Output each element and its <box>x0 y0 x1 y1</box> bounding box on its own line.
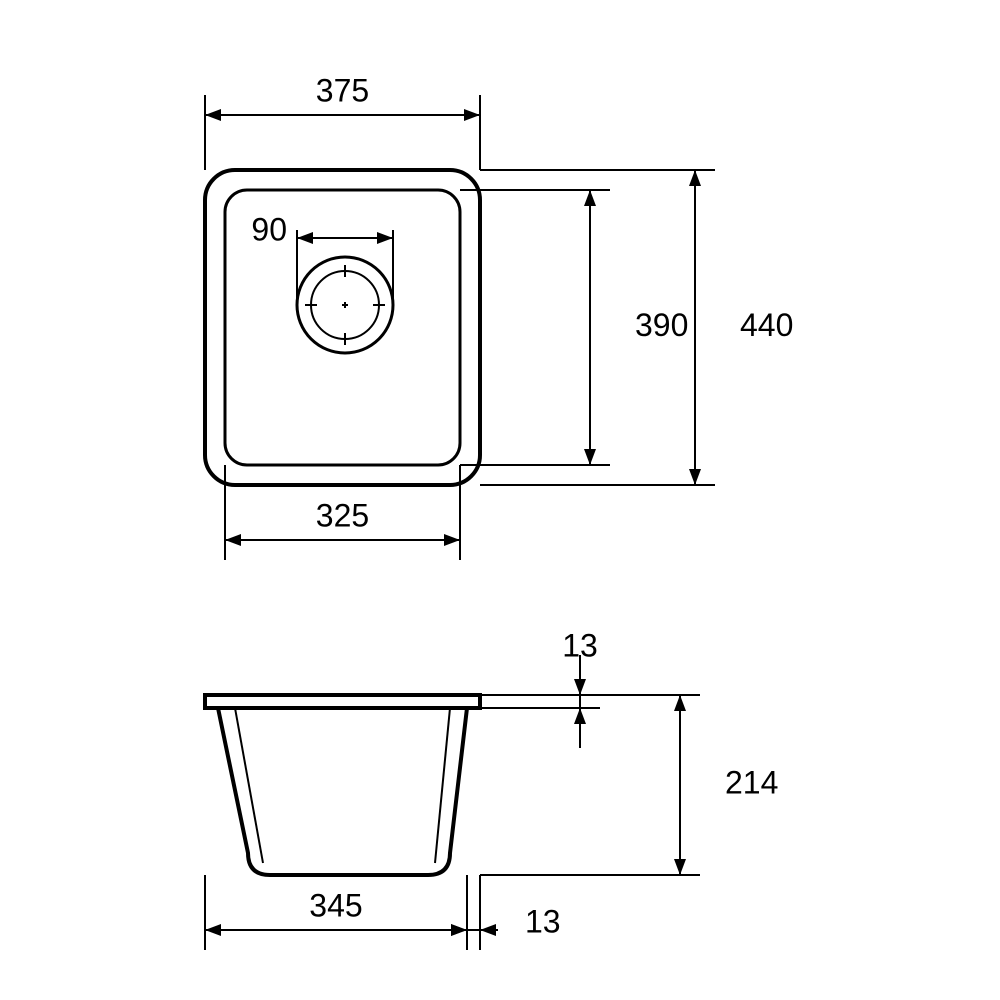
dim-height-440: 440 <box>740 307 793 343</box>
sink-outer-top <box>205 170 480 485</box>
dim-width-325: 325 <box>316 497 369 533</box>
dim-gap-13: 13 <box>525 903 561 939</box>
dim-width-345: 345 <box>309 887 362 923</box>
dim-lip-13: 13 <box>562 627 598 663</box>
dim-drain-90: 90 <box>251 211 287 247</box>
dim-height-390: 390 <box>635 307 688 343</box>
technical-drawing: 375 325 90 390 440 345 13 13 214 <box>0 0 1000 1000</box>
sink-lip-side <box>205 695 480 708</box>
sink-basin-side <box>218 708 467 875</box>
dim-depth-214: 214 <box>725 764 778 800</box>
dim-width-375: 375 <box>316 72 369 108</box>
